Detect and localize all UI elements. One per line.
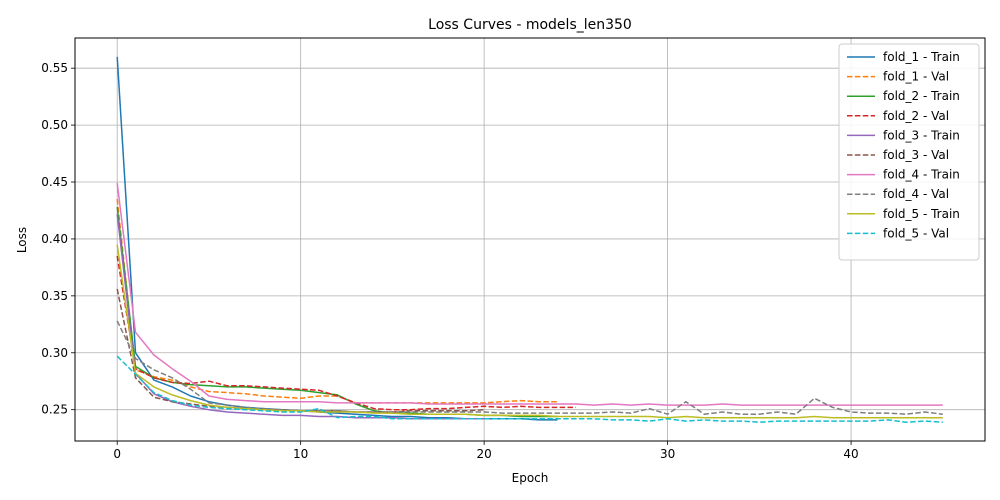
legend-entry-label: fold_2 - Val (883, 109, 949, 123)
y-tick-label: 0.30 (41, 346, 68, 360)
y-tick-label: 0.55 (41, 61, 68, 75)
legend-entry-label: fold_3 - Val (883, 148, 949, 162)
y-tick-label: 0.35 (41, 289, 68, 303)
x-tick-label: 0 (113, 447, 121, 461)
legend-box (838, 43, 980, 261)
legend: fold_1 - Train fold_1 - Val fold_2 - Train… (838, 43, 980, 261)
series-line-10 (116, 355, 943, 423)
series-lines (116, 56, 943, 423)
x-axis-ticks: 0 10 20 30 40 (113, 441, 859, 461)
legend-entry-label: fold_3 - Train (883, 128, 960, 142)
series-line-8 (116, 320, 943, 415)
x-axis-label: Epoch (512, 471, 549, 485)
x-tick-label: 30 (660, 447, 675, 461)
x-tick-label: 40 (843, 447, 858, 461)
legend-entry-label: fold_4 - Train (883, 168, 960, 182)
series-line-2 (116, 199, 558, 404)
series-line-7 (116, 183, 943, 406)
y-tick-label: 0.40 (41, 232, 68, 246)
y-tick-label: 0.50 (41, 118, 68, 132)
legend-entry-label: fold_4 - Val (883, 187, 949, 201)
grid-lines (75, 38, 985, 441)
y-axis-label: Loss (15, 227, 29, 253)
legend-entry-label: fold_1 - Val (883, 70, 949, 84)
chart-title: Loss Curves - models_len350 (428, 17, 632, 33)
legend-entry-label: fold_1 - Train (883, 50, 960, 64)
y-tick-label: 0.25 (41, 403, 68, 417)
legend-entry-label: fold_2 - Train (883, 89, 960, 103)
x-tick-label: 10 (293, 447, 308, 461)
y-tick-label: 0.45 (41, 175, 68, 189)
y-axis-ticks: 0.25 0.30 0.35 0.40 0.45 0.50 0.55 (41, 61, 75, 417)
legend-entry-label: fold_5 - Train (883, 207, 960, 221)
x-tick-label: 20 (476, 447, 491, 461)
plot-frame (74, 37, 986, 442)
legend-entry-label: fold_5 - Val (883, 226, 949, 240)
series-line-9 (116, 244, 943, 419)
